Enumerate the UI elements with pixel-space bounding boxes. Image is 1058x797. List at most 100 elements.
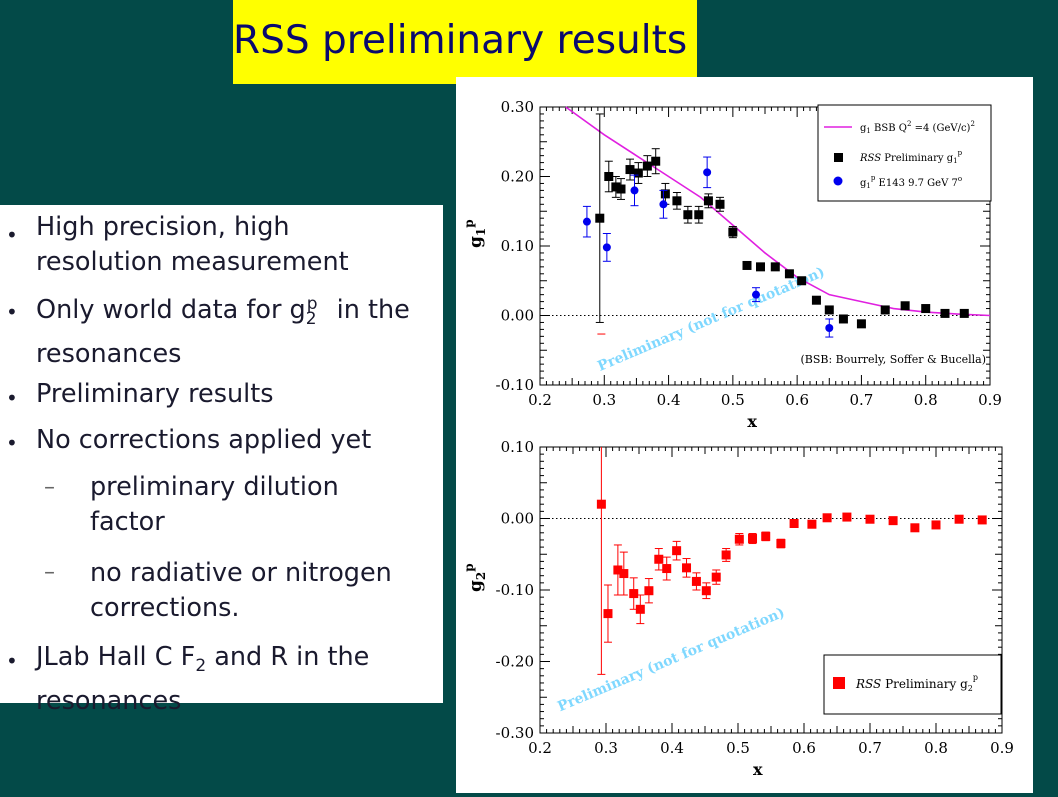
watermark-text: Preliminary (not for quotation) <box>595 264 827 374</box>
x-tick-label: 0.7 <box>858 739 882 757</box>
bullet-dot-icon: • <box>6 431 18 455</box>
e143-point <box>825 324 834 333</box>
rss-g1-point <box>611 182 621 192</box>
plot-panel: 0.2 0.3 0.4 0.5 0.6 0.7 0.8 0.9 -0.10 0.00 0.10 0.2… <box>456 77 1033 793</box>
rss-g2-point <box>644 586 654 596</box>
rss-g2-point <box>888 516 898 526</box>
rss-g2-point <box>865 514 875 524</box>
rss-g1-point <box>824 305 834 315</box>
x-tick-label: 0.9 <box>990 739 1014 757</box>
y-axis-label-sub: 1 <box>474 228 488 236</box>
rss-g2-point <box>789 519 799 529</box>
rss-g1-point <box>756 262 765 272</box>
e143-point <box>703 168 712 177</box>
x-tick-label: 0.6 <box>792 739 816 757</box>
y-tick-label: -0.10 <box>496 581 534 599</box>
x-tick-label: 0.9 <box>978 391 1002 409</box>
rss-g1-point <box>784 269 794 279</box>
rss-g2-point <box>977 515 987 525</box>
rss-g1-point <box>921 304 931 314</box>
legend-text: =4 (GeV/c) <box>911 123 970 134</box>
rss-g2-point <box>682 563 692 573</box>
title-banner: RSS preliminary results <box>233 0 697 84</box>
x-tick-label: 0.7 <box>849 391 873 409</box>
legend-square-icon <box>833 677 845 689</box>
legend-box <box>817 104 992 202</box>
y-tick-label: 0.20 <box>501 168 534 186</box>
legend-sup: 2 <box>970 120 974 128</box>
legend-entry-e143: g1p E143 9.7 GeV 7o <box>860 174 962 190</box>
legend-text: RSS <box>855 677 881 691</box>
x-tick-label: 0.8 <box>914 391 938 409</box>
y-tick-label: -0.30 <box>496 724 534 742</box>
rss-g2-point <box>635 604 645 614</box>
legend-entry-bsb: g1 BSB Q2 =4 (GeV/c)2 <box>860 120 975 135</box>
bullet-2-sup: p <box>306 294 318 314</box>
y-axis-label-sup: p <box>462 219 476 227</box>
bullet-dot-icon: • <box>6 223 18 247</box>
legend-text: BSB Q <box>871 123 907 134</box>
rss-g1-point <box>660 189 670 199</box>
rss-g1-point <box>856 319 866 329</box>
bullet-3: Preliminary results <box>36 379 274 409</box>
bsb-curve-line <box>565 106 991 317</box>
legend-sub: 2 <box>968 684 973 693</box>
rss-g1-point <box>616 184 626 194</box>
watermark-text: Preliminary (not for quotation) <box>555 605 787 715</box>
rss-g1-point <box>715 199 725 209</box>
rss-g2-point <box>822 513 832 523</box>
rss-g2-point <box>603 609 613 619</box>
bullet-2-text: Only world data for g <box>36 295 306 325</box>
rss-g1-point <box>604 172 614 181</box>
rss-g1-point <box>770 262 780 272</box>
rss-g2-point <box>672 546 682 556</box>
y-axis-label-sub: 2 <box>474 572 488 580</box>
rss-g1-point <box>683 210 693 220</box>
rss-g2-point <box>596 499 606 509</box>
rss-g1-point <box>728 227 738 237</box>
e143-point <box>659 200 668 209</box>
bullet-5-sub: 2 <box>195 656 207 677</box>
x-tick-label: 0.6 <box>785 391 809 409</box>
legend-text: E143 9.7 GeV 7 <box>875 178 958 189</box>
legend-sup: p <box>973 673 978 682</box>
legend-text: Preliminary g <box>881 677 968 691</box>
rss-g2-point <box>662 564 672 574</box>
x-tick-label: 0.5 <box>721 391 745 409</box>
rss-g2-point <box>734 534 744 544</box>
rss-g1-point <box>742 260 752 270</box>
rss-g1-point <box>651 156 661 166</box>
x-tick-label: 0.5 <box>726 739 750 757</box>
rss-g2-point <box>619 569 629 579</box>
legend-sup: p <box>958 149 963 157</box>
rss-g2-point <box>761 531 771 541</box>
legend-sub: 1 <box>953 157 957 165</box>
rss-g2-point <box>613 565 623 575</box>
rss-g1-point <box>625 165 635 175</box>
legend-text: g <box>860 178 867 189</box>
bsb-note: (BSB: Bourrely, Soffer & Bucella) <box>800 353 986 366</box>
bullet-4: No corrections applied yet <box>36 425 372 455</box>
rss-g2-point <box>691 576 701 586</box>
legend-sub: 1 <box>866 182 870 190</box>
sub-bullet-1: preliminary dilution factor <box>90 472 339 537</box>
y-axis-label-main: g <box>466 236 486 248</box>
legend-sub: 1 <box>866 127 870 135</box>
y-axis-label-sup: p <box>462 563 476 571</box>
bullet-dot-icon: • <box>6 300 18 324</box>
y-tick-label: 0.30 <box>501 98 534 116</box>
e143-point <box>602 243 611 252</box>
x-tick-label: 0.2 <box>528 739 552 757</box>
rss-g2-point <box>931 520 941 530</box>
legend-box <box>823 654 1002 715</box>
rss-g2-point <box>807 519 817 529</box>
rss-g1-point <box>703 196 713 206</box>
rss-g2-point <box>748 534 758 544</box>
e143-point <box>752 290 760 299</box>
y-axis-label-main: g <box>466 580 486 592</box>
y-tick-label: -0.20 <box>496 653 534 671</box>
rss-g1-point <box>642 161 652 171</box>
legend-sup: o <box>958 175 962 183</box>
rss-g1-point <box>959 308 969 318</box>
x-axis-label: x <box>747 412 757 431</box>
